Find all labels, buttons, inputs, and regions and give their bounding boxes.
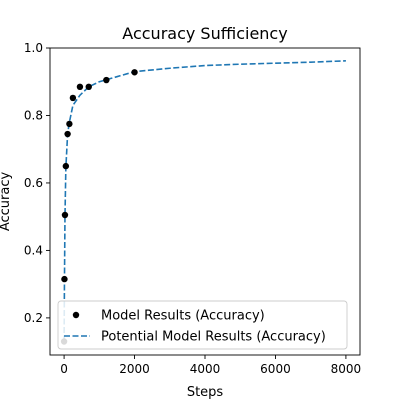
y-tick-label: 0.8	[24, 108, 43, 122]
chart-title: Accuracy Sufficiency	[122, 24, 287, 43]
data-point	[64, 130, 71, 138]
series-line-potential	[63, 60, 346, 342]
x-tick-label: 6000	[260, 362, 291, 376]
legend: Model Results (Accuracy) Potential Model …	[57, 300, 348, 350]
y-tick-label: 0.6	[24, 176, 43, 190]
x-tick-label: 8000	[331, 362, 362, 376]
x-tick-label: 2000	[119, 362, 150, 376]
data-point	[66, 120, 73, 128]
data-point	[61, 211, 69, 219]
x-axis-label: Steps	[187, 385, 224, 400]
data-point	[62, 162, 70, 170]
y-tick-label: 0.4	[24, 243, 43, 257]
legend-marker-scatter	[72, 311, 80, 319]
data-point	[69, 94, 77, 102]
axes: 0 2000 4000 6000 8000 0.2 0.4 0.6 0.8 1.0	[24, 41, 361, 376]
legend-box	[57, 300, 348, 350]
legend-label: Model Results (Accuracy)	[101, 309, 265, 324]
data-point	[103, 76, 110, 84]
plot-area	[60, 60, 346, 345]
data-point	[131, 69, 138, 76]
legend-label: Potential Model Results (Accuracy)	[101, 330, 326, 345]
y-tick-label: 1.0	[24, 41, 43, 55]
x-tick-label: 4000	[190, 362, 221, 376]
y-tick-label: 0.2	[24, 311, 43, 325]
y-axis-label: Accuracy	[0, 172, 13, 232]
x-tick-label: 0	[60, 362, 68, 376]
data-point	[61, 275, 68, 283]
data-point	[76, 83, 84, 91]
data-point	[85, 83, 92, 91]
